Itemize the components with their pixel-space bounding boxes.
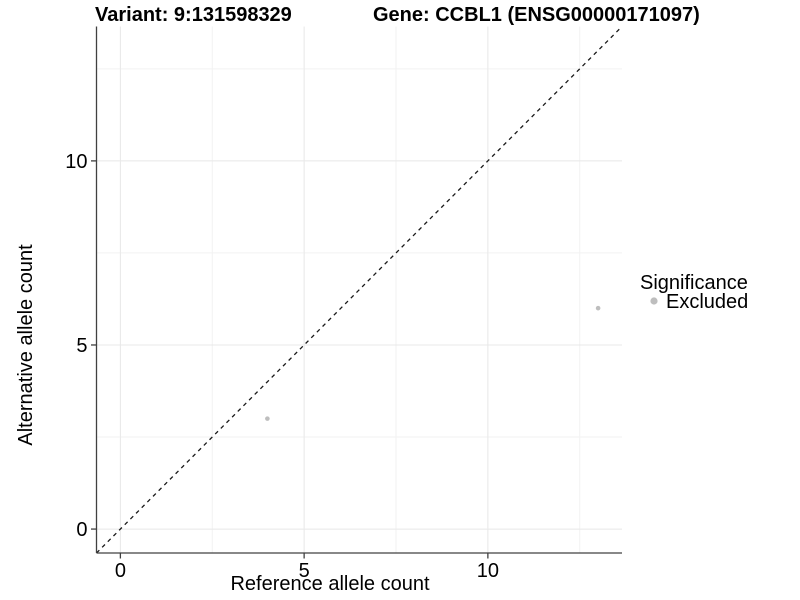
data-points (265, 305, 601, 421)
data-point (265, 416, 270, 421)
x-tick-labels: 0 5 10 (115, 560, 499, 582)
y-tick-label: 5 (76, 335, 87, 357)
legend: Significance Excluded (640, 272, 748, 313)
y-tick-labels: 0 5 10 (65, 151, 87, 541)
x-tick-label: 0 (115, 560, 126, 582)
axis-lines (95, 26, 622, 554)
y-tick-label: 0 (76, 519, 87, 541)
identity-line (96, 26, 623, 554)
gridlines-major (96, 26, 622, 553)
variant-title: Variant: 9:131598329 (95, 4, 292, 26)
y-tick-label: 10 (65, 151, 87, 173)
legend-key-dot (650, 297, 658, 305)
legend-entry-label: Excluded (666, 291, 748, 313)
data-point (595, 305, 601, 311)
y-axis-title: Alternative allele count (15, 244, 37, 446)
tick-marks (91, 160, 489, 559)
x-tick-label: 5 (299, 560, 310, 582)
x-tick-label: 10 (477, 560, 499, 582)
gene-title: Gene: CCBL1 (ENSG00000171097) (373, 4, 700, 26)
identity-line-group (96, 26, 623, 554)
x-axis-title: Reference allele count (230, 573, 429, 595)
legend-title: Significance (640, 272, 748, 294)
gridlines-minor (96, 26, 622, 553)
